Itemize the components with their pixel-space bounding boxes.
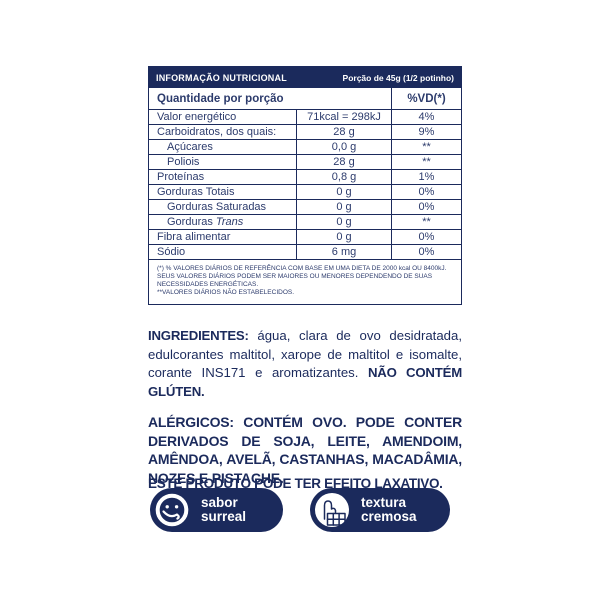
nutrient-label: Sódio <box>157 246 186 258</box>
nutrient-label-italic: Trans <box>215 216 244 228</box>
nutrient-dv: 0% <box>391 230 461 244</box>
footnote-line: (*) % VALORES DIÁRIOS DE REFERÊNCIA COM … <box>157 265 447 272</box>
nutrient-dv: 4% <box>391 110 461 124</box>
nutrient-dv: ** <box>391 155 461 169</box>
nutrition-table-title: INFORMAÇÃO NUTRICIONAL <box>156 72 287 83</box>
nutrient-label-text: Gorduras <box>167 216 216 228</box>
nutrient-label: Gorduras Saturadas <box>167 201 267 213</box>
nutrient-label: Poliois <box>167 156 200 168</box>
laxative-notice: ESTE PRODUTO PODE TER EFEITO LAXATIVO. <box>148 475 443 491</box>
badge-label: sabor surreal <box>201 494 247 525</box>
ingredients-label: INGREDIENTES: <box>148 328 249 344</box>
footnote-line: SEUS VALORES DIÁRIOS PODEM SER MAIORES O… <box>157 273 433 288</box>
nutrient-label: Gorduras Trans <box>149 215 296 229</box>
nutrient-dv: 0% <box>391 185 461 199</box>
badge-sabor-surreal: sabor surreal <box>150 488 283 532</box>
creamy-texture-icon <box>314 492 350 528</box>
table-footnotes: (*) % VALORES DIÁRIOS DE REFERÊNCIA COM … <box>149 260 461 304</box>
nutrient-value: 0 g <box>296 200 391 214</box>
ingredients-text: água, clara de ovo desidratada, edulcora… <box>148 328 462 381</box>
allergens-paragraph: ALÉRGICOS: CONTÉM OVO. PODE CONTER DERIV… <box>148 413 462 487</box>
nutrition-table-header: INFORMAÇÃO NUTRICIONAL Porção de 45g (1/… <box>149 67 461 88</box>
nutrient-value: 0 g <box>296 230 391 244</box>
nutrient-label: Proteínas <box>157 171 205 183</box>
nutrient-value: 0,8 g <box>296 170 391 184</box>
nutrient-dv: 1% <box>391 170 461 184</box>
badges-row: sabor surreal textura cremosa <box>150 488 450 532</box>
nutrient-label: Carboidratos, dos quais: <box>157 126 277 138</box>
nutrient-label: Valor energético <box>157 111 237 123</box>
nutrient-label: Açúcares <box>167 141 213 153</box>
allergens-label: ALÉRGICOS: <box>148 414 234 430</box>
table-row: Gorduras Totais 0 g 0% <box>149 185 461 200</box>
column-header-dv: %VD(*) <box>391 88 461 109</box>
nutrient-value: 28 g <box>296 155 391 169</box>
nutrient-value: 0,0 g <box>296 140 391 154</box>
table-row: Gorduras Trans 0 g ** <box>149 215 461 230</box>
table-row: Gorduras Saturadas 0 g 0% <box>149 200 461 215</box>
badge-label-line2: cremosa <box>361 509 417 524</box>
nutrient-value: 28 g <box>296 125 391 139</box>
nutrient-value: 0 g <box>296 185 391 199</box>
table-row: Carboidratos, dos quais: 28 g 9% <box>149 125 461 140</box>
table-row: Valor energético 71kcal = 298kJ 4% <box>149 110 461 125</box>
allergens-text: CONTÉM OVO. PODE CONTER DERIVADOS DE SOJ… <box>148 414 462 486</box>
table-row: Poliois 28 g ** <box>149 155 461 170</box>
badge-label: textura cremosa <box>361 494 417 525</box>
ingredients-paragraph: INGREDIENTES: água, clara de ovo desidra… <box>148 327 462 401</box>
nutrient-value: 0 g <box>296 215 391 229</box>
table-column-header-row: Quantidade por porção %VD(*) <box>149 88 461 110</box>
nutrient-dv: ** <box>391 215 461 229</box>
nutrient-label: Fibra alimentar <box>157 231 231 243</box>
gluten-statement: NÃO CONTÉM GLÚTEN. <box>148 365 462 399</box>
nutrient-value: 71kcal = 298kJ <box>296 110 391 124</box>
badge-textura-cremosa: textura cremosa <box>310 488 450 532</box>
badge-label-line1: textura <box>361 494 407 510</box>
badge-label-line1: sabor <box>201 494 238 510</box>
nutrient-dv: 9% <box>391 125 461 139</box>
nutrient-label: Gorduras Totais <box>157 186 235 198</box>
table-row: Sódio 6 mg 0% <box>149 245 461 260</box>
badge-label-line2: surreal <box>201 509 247 524</box>
nutrient-dv: ** <box>391 140 461 154</box>
table-row: Fibra alimentar 0 g 0% <box>149 230 461 245</box>
portion-size: Porção de 45g (1/2 potinho) <box>342 72 454 83</box>
nutrition-table: INFORMAÇÃO NUTRICIONAL Porção de 45g (1/… <box>148 66 462 305</box>
nutrient-dv: 0% <box>391 200 461 214</box>
table-row: Açúcares 0,0 g ** <box>149 140 461 155</box>
nutrient-dv: 0% <box>391 245 461 259</box>
column-header-quantity: Quantidade por porção <box>157 92 284 105</box>
table-row: Proteínas 0,8 g 1% <box>149 170 461 185</box>
footnote-line: **VALORES DIÁRIOS NÃO ESTABELECIDOS. <box>157 289 295 296</box>
nutrient-value: 6 mg <box>296 245 391 259</box>
smiley-tongue-icon <box>154 492 190 528</box>
